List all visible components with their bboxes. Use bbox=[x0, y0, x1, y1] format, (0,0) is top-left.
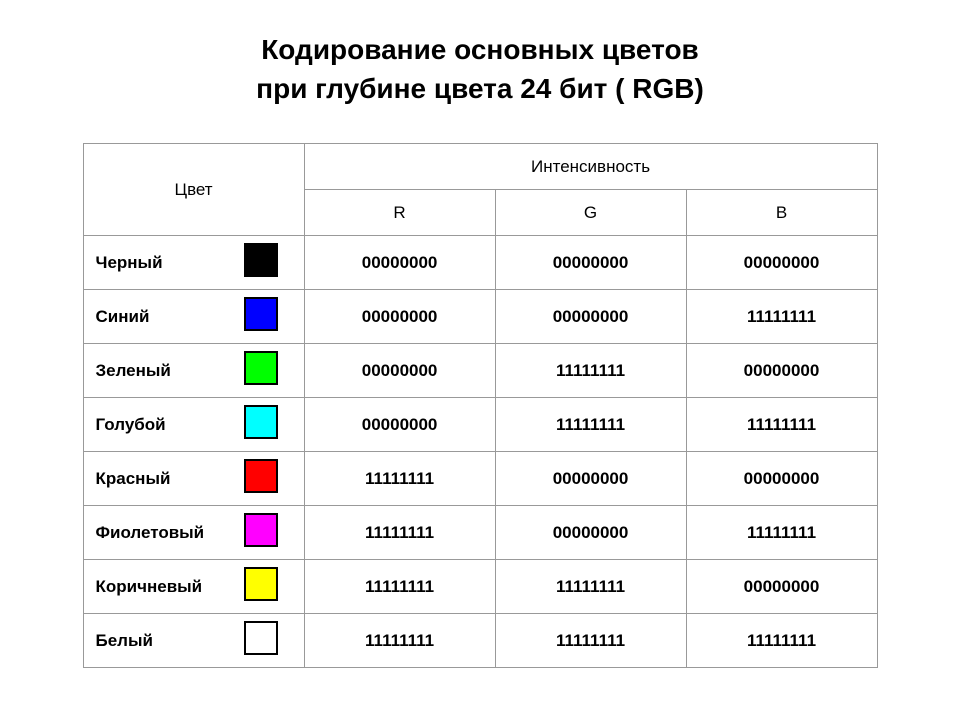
value-b: 00000000 bbox=[686, 560, 877, 614]
color-name-cell: Белый bbox=[83, 614, 244, 668]
value-b: 00000000 bbox=[686, 452, 877, 506]
header-b: B bbox=[686, 190, 877, 236]
value-r: 11111111 bbox=[304, 452, 495, 506]
value-b: 11111111 bbox=[686, 290, 877, 344]
table-row: Красный111111110000000000000000 bbox=[83, 452, 877, 506]
color-swatch-cell bbox=[244, 236, 304, 290]
value-g: 00000000 bbox=[495, 290, 686, 344]
value-g: 11111111 bbox=[495, 398, 686, 452]
value-r: 11111111 bbox=[304, 614, 495, 668]
color-swatch bbox=[244, 567, 278, 601]
value-r: 00000000 bbox=[304, 344, 495, 398]
value-g: 11111111 bbox=[495, 560, 686, 614]
table-container: Цвет Интенсивность R G B Черный000000000… bbox=[83, 143, 878, 668]
color-swatch bbox=[244, 513, 278, 547]
color-swatch-cell bbox=[244, 398, 304, 452]
color-name-cell: Красный bbox=[83, 452, 244, 506]
header-intensity: Интенсивность bbox=[304, 144, 877, 190]
value-g: 00000000 bbox=[495, 236, 686, 290]
value-r: 00000000 bbox=[304, 236, 495, 290]
table-row: Фиолетовый 111111110000000011111111 bbox=[83, 506, 877, 560]
color-name-cell: Фиолетовый bbox=[83, 506, 244, 560]
color-swatch-cell bbox=[244, 290, 304, 344]
table-row: Голубой000000001111111111111111 bbox=[83, 398, 877, 452]
value-r: 00000000 bbox=[304, 398, 495, 452]
table-row: Коричневый111111111111111100000000 bbox=[83, 560, 877, 614]
color-name-cell: Голубой bbox=[83, 398, 244, 452]
value-g: 11111111 bbox=[495, 344, 686, 398]
color-swatch bbox=[244, 243, 278, 277]
color-swatch-cell bbox=[244, 614, 304, 668]
value-b: 11111111 bbox=[686, 614, 877, 668]
table-row: Белый111111111111111111111111 bbox=[83, 614, 877, 668]
header-row-1: Цвет Интенсивность bbox=[83, 144, 877, 190]
table-row: Зеленый 000000001111111100000000 bbox=[83, 344, 877, 398]
table-body: Черный000000000000000000000000Синий00000… bbox=[83, 236, 877, 668]
color-swatch bbox=[244, 405, 278, 439]
color-swatch bbox=[244, 459, 278, 493]
value-g: 00000000 bbox=[495, 506, 686, 560]
header-r: R bbox=[304, 190, 495, 236]
value-r: 00000000 bbox=[304, 290, 495, 344]
value-b: 00000000 bbox=[686, 236, 877, 290]
color-swatch bbox=[244, 351, 278, 385]
header-g: G bbox=[495, 190, 686, 236]
table-row: Черный000000000000000000000000 bbox=[83, 236, 877, 290]
value-b: 11111111 bbox=[686, 506, 877, 560]
color-swatch bbox=[244, 297, 278, 331]
table-row: Синий000000000000000011111111 bbox=[83, 290, 877, 344]
color-name-cell: Синий bbox=[83, 290, 244, 344]
color-encoding-table: Цвет Интенсивность R G B Черный000000000… bbox=[83, 143, 878, 668]
color-name-cell: Коричневый bbox=[83, 560, 244, 614]
color-swatch-cell bbox=[244, 506, 304, 560]
value-r: 11111111 bbox=[304, 506, 495, 560]
color-swatch-cell bbox=[244, 560, 304, 614]
value-b: 11111111 bbox=[686, 398, 877, 452]
value-r: 11111111 bbox=[304, 560, 495, 614]
value-g: 11111111 bbox=[495, 614, 686, 668]
color-swatch-cell bbox=[244, 344, 304, 398]
page-title: Кодирование основных цветов при глубине … bbox=[0, 30, 960, 108]
color-name-cell: Черный bbox=[83, 236, 244, 290]
color-name-cell: Зеленый bbox=[83, 344, 244, 398]
value-g: 00000000 bbox=[495, 452, 686, 506]
value-b: 00000000 bbox=[686, 344, 877, 398]
header-color: Цвет bbox=[83, 144, 304, 236]
color-swatch bbox=[244, 621, 278, 655]
title-line-1: Кодирование основных цветов bbox=[261, 34, 699, 65]
color-swatch-cell bbox=[244, 452, 304, 506]
table-header: Цвет Интенсивность R G B bbox=[83, 144, 877, 236]
title-line-2: при глубине цвета 24 бит ( RGB) bbox=[256, 73, 704, 104]
